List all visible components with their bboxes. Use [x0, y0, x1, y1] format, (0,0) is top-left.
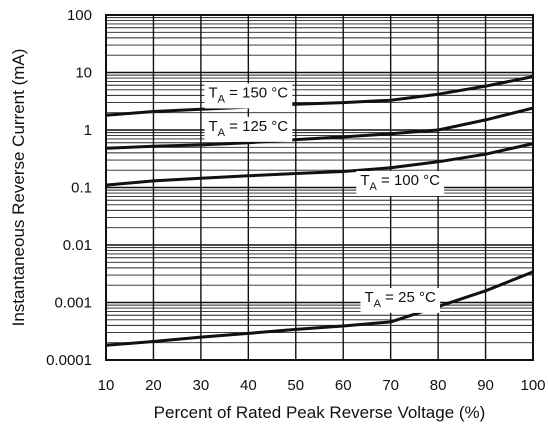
curve-label-main: T — [209, 118, 218, 135]
curve-label-sub: A — [218, 127, 226, 139]
x-tick-label: 30 — [193, 377, 210, 394]
curve-label-text: TA = 100 °C — [360, 172, 440, 193]
series-line-2 — [105, 142, 534, 187]
plot-frame — [105, 14, 534, 361]
series-line-1 — [105, 106, 534, 150]
x-tick-labels: 10 20 30 40 50 60 70 80 90 100 — [98, 377, 546, 394]
x-tick-label: 60 — [335, 377, 352, 394]
curve-label-3: TA = 25 °C — [360, 287, 440, 313]
x-tick-label: 20 — [145, 377, 162, 394]
x-tick-label: 90 — [477, 377, 494, 394]
curve-label-rest: = 100 °C — [377, 172, 440, 189]
curve-label-1: TA = 125 °C — [204, 116, 293, 142]
curve-label-sub: A — [218, 93, 226, 105]
x-tick-label: 50 — [287, 377, 304, 394]
y-tick-labels: 0.0001 0.001 0.01 0.1 1 10 100 — [46, 7, 92, 369]
curve-label-rest: = 25 °C — [381, 289, 436, 306]
curve-label-2: TA = 100 °C — [356, 171, 445, 197]
y-tick-label: 1 — [84, 122, 92, 139]
curve-labels: TA = 150 °CTA = 125 °CTA = 100 °CTA = 25… — [204, 83, 445, 313]
x-tick-label: 70 — [382, 377, 399, 394]
curve-label-bg — [204, 83, 293, 109]
y-tick-label: 10 — [75, 65, 92, 82]
curve-label-bg — [204, 116, 293, 142]
curve-label-text: TA = 150 °C — [209, 84, 289, 105]
series-lines — [105, 75, 534, 347]
curve-label-bg — [360, 287, 440, 313]
curve-label-bg — [356, 171, 445, 197]
x-tick-label: 100 — [520, 377, 545, 394]
series-line-0 — [105, 75, 534, 117]
y-tick-label: 0.1 — [71, 180, 92, 197]
curve-label-main: T — [365, 289, 374, 306]
curve-label-text: TA = 25 °C — [365, 289, 436, 310]
x-tick-label: 10 — [98, 377, 115, 394]
curve-label-sub: A — [370, 181, 378, 193]
curve-label-text: TA = 125 °C — [209, 118, 289, 139]
curve-label-main: T — [209, 84, 218, 101]
curve-label-sub: A — [374, 298, 382, 310]
curve-label-rest: = 125 °C — [225, 118, 288, 135]
y-axis-label: Instantaneous Reverse Current (mA) — [9, 49, 28, 327]
curve-label-0: TA = 150 °C — [204, 83, 293, 109]
x-tick-label: 40 — [240, 377, 257, 394]
curve-label-rest: = 150 °C — [225, 84, 288, 101]
x-axis-label: Percent of Rated Peak Reverse Voltage (%… — [154, 403, 486, 422]
y-tick-label: 0.001 — [54, 295, 92, 312]
y-tick-label: 0.0001 — [46, 352, 92, 369]
x-tick-label: 80 — [430, 377, 447, 394]
series-line-3 — [105, 270, 534, 347]
curve-label-main: T — [360, 172, 369, 189]
y-tick-label: 0.01 — [63, 237, 92, 254]
y-tick-label: 100 — [67, 7, 92, 24]
minor-gridlines — [106, 17, 533, 344]
